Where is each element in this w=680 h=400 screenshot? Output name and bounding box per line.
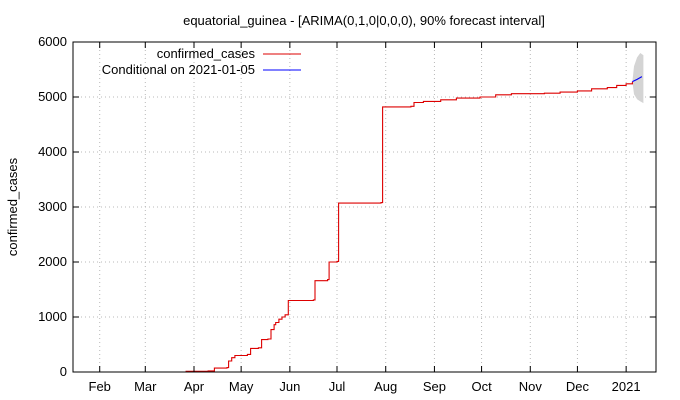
x-tick-label: Sep — [423, 379, 446, 394]
series-line-1 — [632, 76, 643, 83]
y-tick-label: 6000 — [38, 34, 67, 49]
chart-title: equatorial_guinea - [ARIMA(0,1,0|0,0,0),… — [183, 13, 545, 28]
y-tick-label: 4000 — [38, 144, 67, 159]
y-tick-label: 0 — [60, 364, 67, 379]
series-layer — [184, 76, 643, 373]
x-tick-label: 2021 — [612, 379, 641, 394]
y-axis-label: confirmed_cases — [5, 157, 20, 256]
x-tick-label: Dec — [566, 379, 590, 394]
x-tick-label: Mar — [134, 379, 157, 394]
x-tick-label: May — [229, 379, 254, 394]
y-tick-label: 1000 — [38, 309, 67, 324]
x-tick-label: Feb — [89, 379, 111, 394]
y-tick-label: 5000 — [38, 89, 67, 104]
forecast-band-layer — [632, 53, 644, 104]
x-tick-label: Apr — [184, 379, 205, 394]
x-tick-label: Aug — [374, 379, 397, 394]
y-tick-label: 2000 — [38, 254, 67, 269]
legend-label: Conditional on 2021-01-05 — [102, 62, 255, 77]
x-tick-label: Jul — [329, 379, 346, 394]
x-tick-label: Nov — [519, 379, 543, 394]
x-tick-label: Oct — [471, 379, 492, 394]
series-line-0 — [184, 81, 633, 373]
y-tick-label: 3000 — [38, 199, 67, 214]
forecast-interval-band — [632, 53, 644, 104]
x-tick-label: Jun — [279, 379, 300, 394]
ticks-layer: 0 1000 2000 3000 4000 5000 6000 Feb Mar Apr May Jun… — [38, 34, 656, 394]
legend-label: confirmed_cases — [157, 46, 256, 61]
